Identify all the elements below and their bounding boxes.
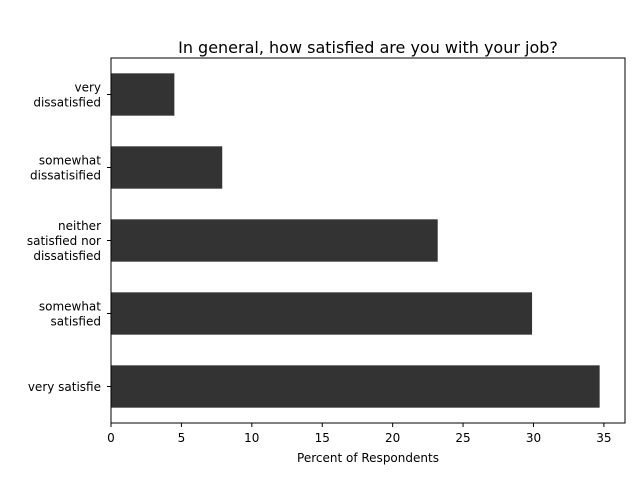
bar [111, 146, 223, 189]
x-tick-label: 5 [178, 431, 186, 445]
y-tick-label: somewhat satisfied [39, 300, 101, 329]
x-tick-label: 15 [315, 431, 330, 445]
y-tick-label: somewhat dissatisified [30, 154, 101, 183]
x-tick-label: 25 [455, 431, 470, 445]
bar [111, 219, 438, 262]
x-axis-label: Percent of Respondents [297, 451, 439, 465]
chart-title: In general, how satisfied are you with y… [178, 38, 558, 57]
y-tick-label: very satisfie [28, 380, 101, 394]
x-tick-label: 10 [244, 431, 259, 445]
bar [111, 365, 600, 408]
x-tick-label: 35 [596, 431, 611, 445]
x-tick-label: 20 [385, 431, 400, 445]
x-tick-label: 0 [107, 431, 115, 445]
plot-frame [110, 57, 626, 424]
bar [111, 73, 175, 116]
x-axis: 0 5 10 15 20 25 30 35 [107, 423, 612, 445]
y-tick-label: very dissatisfied [33, 81, 101, 110]
x-tick-label: 30 [526, 431, 541, 445]
bar [111, 292, 533, 335]
y-tick-label: neither satisfied nor dissatisfied [27, 219, 101, 263]
bars-layer [111, 73, 600, 408]
y-axis: very dissatisfied somewhat dissatisified nei… [27, 81, 111, 394]
